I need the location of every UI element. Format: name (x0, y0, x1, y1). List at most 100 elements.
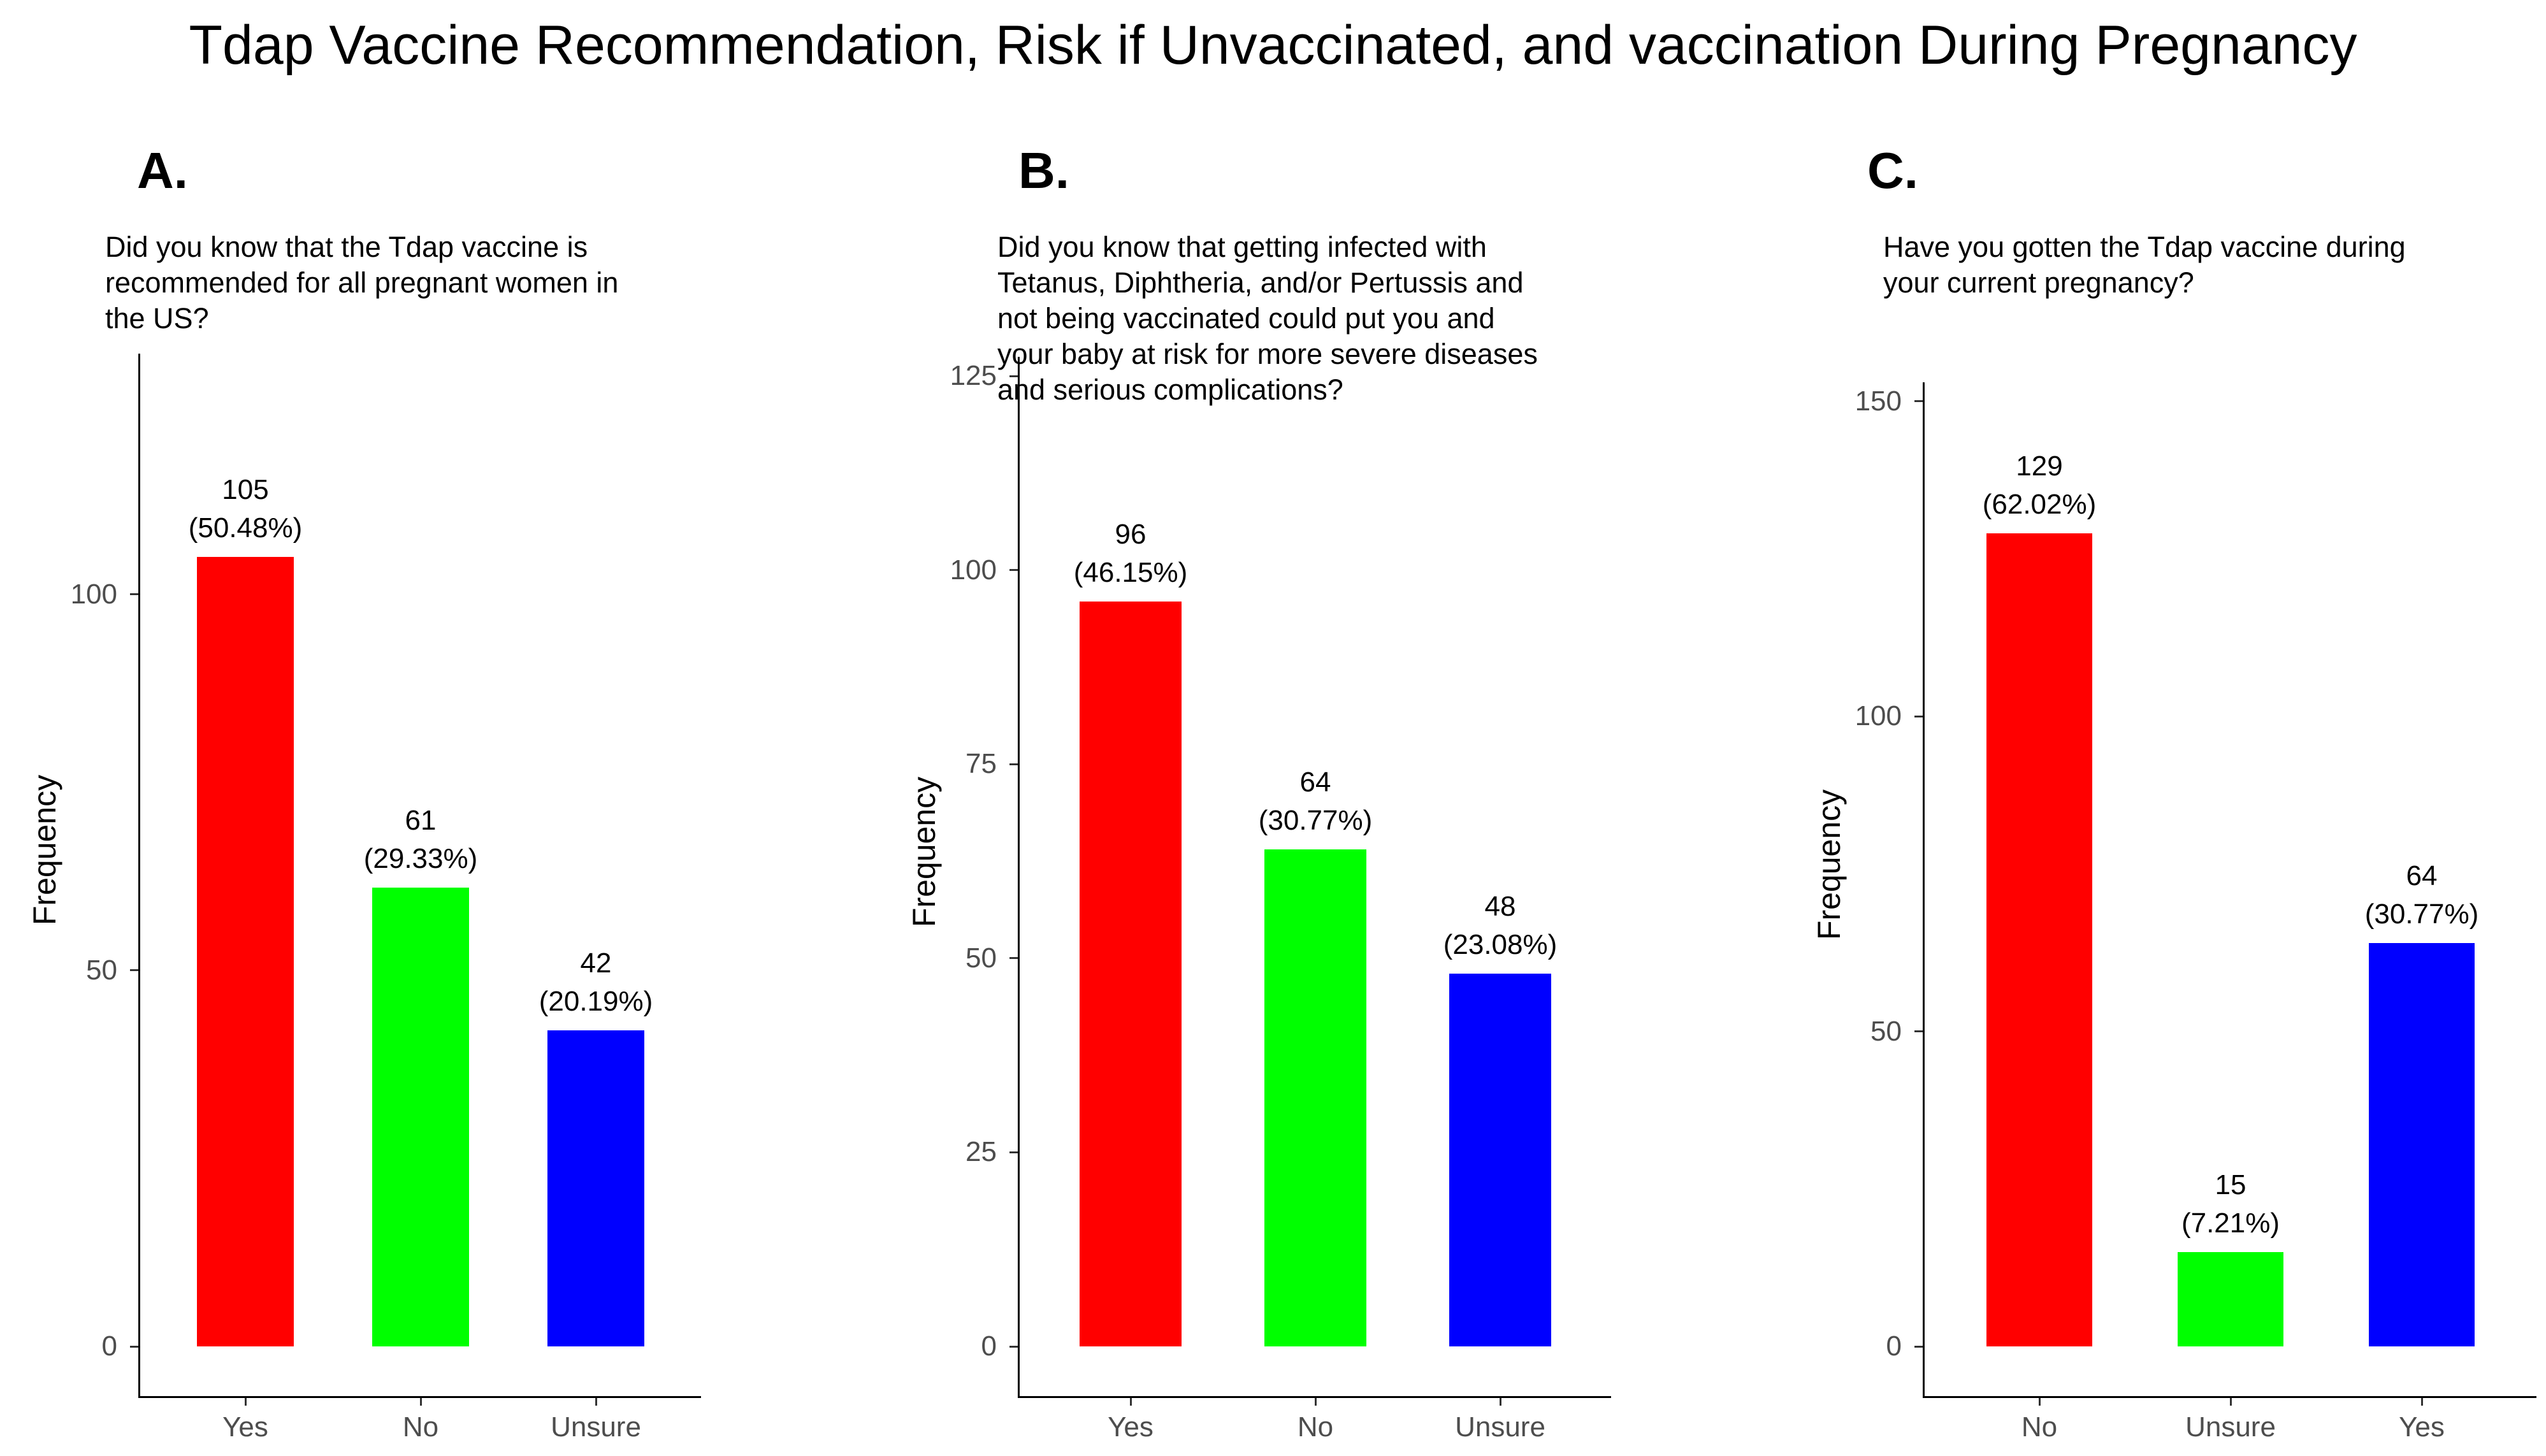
figure-title: Tdap Vaccine Recommendation, Risk if Unv… (189, 15, 2357, 76)
bar-count: 42 (580, 948, 612, 979)
y-tick (130, 593, 138, 596)
bar-value-label: 61 (29.33%) (293, 802, 548, 878)
y-tick (1914, 400, 1923, 403)
y-tick-label: 0 (981, 1330, 997, 1362)
bar-no (372, 888, 469, 1346)
y-axis-line (1018, 357, 1020, 1398)
x-tick (2420, 1398, 2423, 1406)
category-label-yes: Yes (2399, 1411, 2445, 1443)
panel-a-plot: 0 50 100 Yes 105 (50.48%) No 61 (29.33%) Unsure 42… (27, 354, 701, 1443)
bar-yes (1080, 601, 1182, 1346)
bar-value-label: 105 (50.48%) (118, 471, 373, 547)
y-tick (1009, 763, 1018, 765)
bar-value-label: 129 (62.02%) (1912, 447, 2167, 524)
panel-b-question: Did you know that getting infected with … (997, 231, 1538, 406)
panel-a-question: Did you know that the Tdap vaccine is re… (105, 231, 619, 335)
bar-yes (2369, 943, 2475, 1346)
bar-count: 48 (1484, 891, 1516, 923)
y-axis-title: Frequency (27, 774, 62, 926)
y-tick-label: 50 (86, 954, 117, 986)
y-tick (130, 969, 138, 972)
x-tick (419, 1398, 422, 1406)
x-tick (1314, 1398, 1317, 1406)
bar-no (1264, 849, 1366, 1346)
y-tick (1009, 1345, 1018, 1348)
x-tick (1499, 1398, 1501, 1406)
y-tick-label: 25 (966, 1136, 997, 1168)
bar-percent: (7.21%) (2181, 1207, 2280, 1239)
bar-percent: (50.48%) (188, 512, 303, 544)
y-tick-label: 100 (1855, 700, 1902, 732)
x-tick (2229, 1398, 2232, 1406)
panel-b-letter: B. (1018, 142, 1069, 199)
bar-count: 64 (1299, 767, 1331, 798)
bar-count: 64 (2406, 860, 2438, 892)
bar-count: 129 (2016, 450, 2063, 482)
bar-yes (197, 556, 294, 1346)
bar-unsure (547, 1030, 644, 1346)
category-label-unsure: Unsure (2185, 1411, 2276, 1443)
y-tick (1009, 569, 1018, 572)
x-tick (595, 1398, 597, 1406)
category-label-yes: Yes (1108, 1411, 1154, 1443)
bar-unsure (2178, 1251, 2283, 1346)
y-tick-label: 50 (966, 942, 997, 974)
bar-no (1986, 533, 2092, 1346)
bar-percent: (23.08%) (1443, 929, 1558, 961)
x-tick (1129, 1398, 1132, 1406)
y-tick-label: 100 (70, 578, 117, 610)
bar-percent: (30.77%) (2364, 898, 2479, 930)
bar-value-label: 15 (7.21%) (2103, 1166, 2358, 1243)
bar-value-label: 96 (46.15%) (1003, 515, 1258, 592)
y-axis-line (138, 354, 140, 1398)
bar-percent: (20.19%) (539, 986, 653, 1018)
panel-b-plot: 0 25 50 75 100 125 Yes 96 (46.15%) No 64 (30.77%) Un… (906, 357, 1611, 1443)
panel-c-question: Have you gotten the Tdap vaccine during … (1883, 231, 2406, 299)
x-axis-line (1923, 1396, 2536, 1398)
x-tick (2038, 1398, 2041, 1406)
bar-percent: (29.33%) (363, 843, 478, 874)
bar-value-label: 48 (23.08%) (1373, 888, 1628, 964)
panel-a-letter: A. (137, 142, 188, 199)
x-tick (244, 1398, 247, 1406)
bar-count: 105 (222, 473, 269, 505)
category-label-unsure: Unsure (551, 1411, 641, 1443)
y-tick-label: 50 (1870, 1015, 1902, 1047)
bar-percent: (30.77%) (1258, 805, 1373, 837)
panel-c-letter: C. (1867, 142, 1918, 199)
bar-count: 61 (405, 805, 437, 836)
category-label-no: No (1297, 1411, 1334, 1443)
category-label-yes: Yes (222, 1411, 268, 1443)
y-tick (1009, 375, 1018, 377)
x-axis-line (1018, 1396, 1611, 1398)
y-axis-line (1923, 382, 1925, 1398)
y-tick (1914, 1345, 1923, 1348)
y-tick-label: 0 (1886, 1330, 1902, 1362)
bar-percent: (62.02%) (1982, 489, 2097, 521)
y-tick (130, 1345, 138, 1348)
panel-c-plot: 0 50 100 150 No 129 (62.02%) Unsure 15 (7.21%) Yes… (1811, 382, 2536, 1443)
y-tick (1009, 957, 1018, 960)
bar-value-label: 64 (30.77%) (2294, 857, 2546, 933)
y-tick-label: 0 (101, 1330, 117, 1362)
y-axis-title: Frequency (906, 776, 942, 927)
y-tick (1914, 1030, 1923, 1033)
bar-value-label: 42 (20.19%) (468, 944, 723, 1021)
y-tick-label: 75 (966, 748, 997, 780)
bar-unsure (1449, 974, 1551, 1346)
y-axis-title: Frequency (1811, 789, 1847, 940)
y-tick-label: 100 (950, 554, 997, 586)
y-tick-label: 150 (1855, 385, 1902, 417)
y-tick (1009, 1151, 1018, 1153)
y-tick (1914, 715, 1923, 717)
category-label-no: No (402, 1411, 439, 1443)
bar-count: 15 (2215, 1169, 2246, 1200)
category-label-unsure: Unsure (1455, 1411, 1545, 1443)
bar-count: 96 (1115, 518, 1146, 550)
category-label-no: No (2021, 1411, 2058, 1443)
bar-percent: (46.15%) (1073, 556, 1188, 588)
bar-value-label: 64 (30.77%) (1188, 763, 1443, 840)
x-axis-line (138, 1396, 701, 1398)
y-tick-label: 125 (950, 360, 997, 392)
